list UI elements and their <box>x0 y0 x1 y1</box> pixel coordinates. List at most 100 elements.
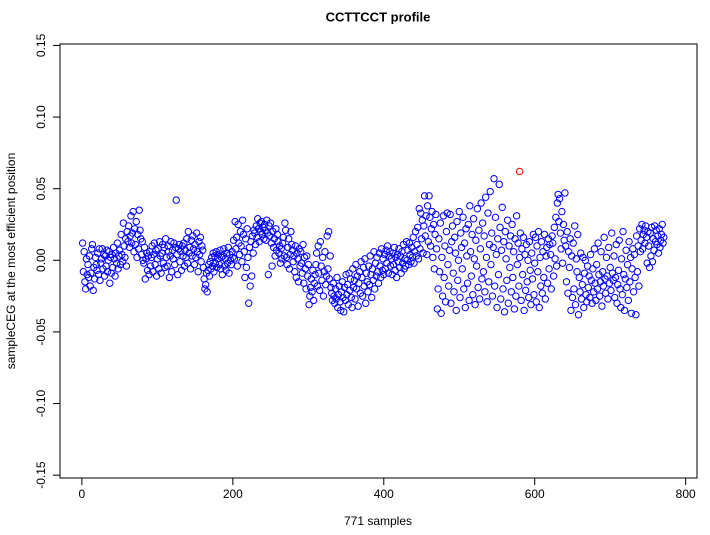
data-point <box>84 260 92 269</box>
data-point <box>640 226 648 234</box>
data-point <box>617 255 626 263</box>
data-point <box>503 216 512 224</box>
data-point <box>494 235 502 243</box>
data-point <box>358 273 366 282</box>
data-point <box>183 235 191 243</box>
data-point <box>87 269 95 277</box>
data-point <box>238 258 246 266</box>
data-point <box>490 174 498 183</box>
data-point <box>448 222 457 230</box>
data-point <box>243 225 251 233</box>
data-point <box>575 273 583 282</box>
data-point <box>494 270 503 279</box>
data-point <box>187 236 196 244</box>
data-point <box>486 187 494 196</box>
data-point <box>658 220 666 229</box>
data-point <box>535 303 543 312</box>
data-point <box>365 280 374 289</box>
data-point <box>576 288 584 296</box>
data-point <box>359 263 368 272</box>
y-tick-label: 0.05 <box>34 177 48 201</box>
data-point <box>524 256 532 264</box>
data-point <box>482 253 491 262</box>
data-point <box>140 259 148 267</box>
data-point <box>431 230 439 239</box>
data-point <box>198 242 206 250</box>
data-point <box>438 253 446 262</box>
data-point <box>608 229 616 237</box>
data-point <box>427 225 436 233</box>
data-point <box>249 249 257 257</box>
data-point <box>549 239 557 247</box>
data-point <box>461 303 469 312</box>
data-point <box>136 226 144 234</box>
data-point <box>469 290 477 299</box>
data-point <box>455 207 463 216</box>
data-point <box>508 220 516 229</box>
data-point <box>294 278 303 286</box>
data-point <box>622 246 630 254</box>
data-point <box>644 242 653 250</box>
data-point <box>548 232 556 240</box>
data-point <box>429 253 437 262</box>
data-point <box>244 299 253 307</box>
data-point <box>88 240 97 249</box>
x-tick-label: 800 <box>676 487 696 501</box>
data-point <box>514 239 522 247</box>
data-point <box>518 245 526 253</box>
data-point <box>351 295 359 303</box>
data-point <box>613 299 621 307</box>
data-point <box>491 282 499 290</box>
data-point <box>283 260 291 269</box>
data-point <box>321 247 329 256</box>
data-point <box>157 269 165 277</box>
data-point <box>541 295 549 303</box>
data-point <box>478 275 486 283</box>
data-point <box>354 302 362 310</box>
data-point <box>294 255 302 263</box>
data-point <box>410 259 418 267</box>
data-point <box>230 255 239 263</box>
data-point <box>281 219 289 227</box>
data-point <box>362 269 371 277</box>
data-point <box>599 282 608 290</box>
data-point <box>518 270 527 279</box>
data-point <box>141 275 149 283</box>
data-point <box>297 247 305 256</box>
y-tick-label: -0.15 <box>34 461 48 489</box>
data-point <box>602 253 611 262</box>
data-point <box>574 230 582 239</box>
data-point <box>488 229 496 237</box>
data-point <box>237 242 245 250</box>
data-point <box>278 239 287 247</box>
data-point <box>452 306 460 315</box>
data-point <box>570 285 578 293</box>
data-point <box>556 229 565 237</box>
data-point <box>477 199 485 207</box>
data-point <box>424 237 433 246</box>
data-point <box>474 283 482 292</box>
data-point <box>186 265 195 273</box>
data-point <box>194 268 202 276</box>
data-point <box>589 265 597 273</box>
data-point <box>333 273 341 282</box>
data-point <box>346 275 355 283</box>
data-point <box>459 213 467 222</box>
data-point <box>435 235 443 243</box>
data-point <box>118 258 127 266</box>
data-point <box>463 252 471 260</box>
data-point <box>528 249 536 257</box>
data-point <box>481 288 489 296</box>
data-point <box>614 280 622 289</box>
data-point <box>604 295 612 303</box>
data-point <box>312 249 321 257</box>
data-point <box>172 196 180 204</box>
data-point <box>131 225 139 233</box>
data-point <box>425 192 433 200</box>
data-point <box>632 311 640 319</box>
data-point <box>218 270 226 279</box>
data-point <box>479 268 488 276</box>
data-point <box>468 230 476 239</box>
data-point <box>303 252 311 260</box>
